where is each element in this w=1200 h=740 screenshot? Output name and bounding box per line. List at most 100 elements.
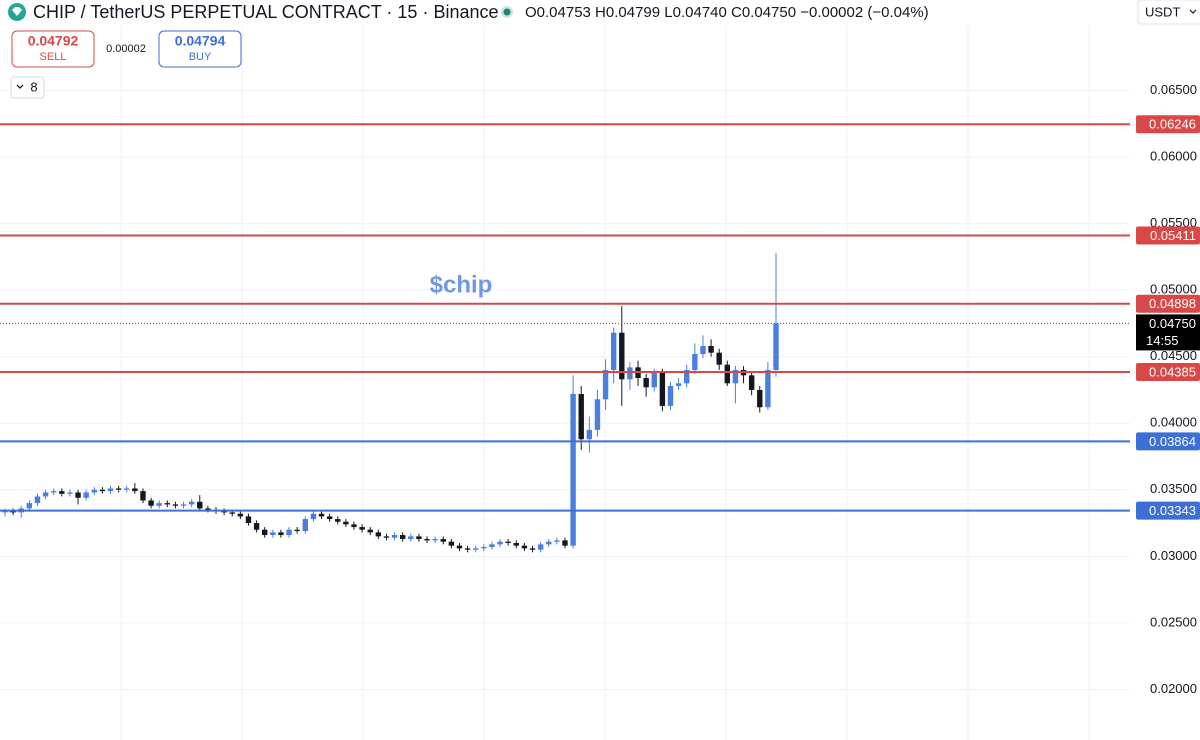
currency-button[interactable]	[1137, 0, 1200, 25]
level-label: 0.04385	[1149, 364, 1196, 379]
chart-title: CHIP / TetherUS PERPETUAL CONTRACT · 15 …	[33, 2, 499, 22]
currency[interactable]: USDT	[1145, 4, 1180, 19]
candle-body	[562, 540, 568, 546]
candle-body	[473, 548, 479, 550]
level-label: 0.04898	[1149, 296, 1196, 311]
candle-body	[115, 488, 122, 490]
buy-price[interactable]: 0.04794	[175, 33, 226, 49]
candle-body	[335, 519, 341, 522]
candle-body	[302, 519, 308, 532]
sell-label[interactable]: SELL	[40, 51, 67, 63]
y-tick-label: 0.06500	[1150, 82, 1197, 97]
candle-body	[684, 370, 690, 384]
candle-body	[67, 492, 73, 494]
y-tick-label: 0.04000	[1150, 415, 1197, 430]
candle-body	[481, 547, 487, 549]
last-price-label: 0.04750	[1149, 316, 1196, 331]
candle-body	[708, 346, 714, 353]
buy-label[interactable]: BUY	[189, 51, 212, 63]
candle-body	[732, 370, 739, 384]
candle-body	[773, 323, 779, 370]
candle-body	[724, 364, 731, 384]
candle-body	[278, 532, 284, 536]
candle-body	[326, 516, 333, 520]
candle-body	[197, 501, 203, 509]
level-label: 0.03864	[1149, 434, 1196, 449]
candle-body	[318, 513, 325, 517]
candle-body	[748, 375, 755, 390]
candle-body	[546, 541, 552, 545]
candle-body	[610, 332, 617, 370]
candle-body	[700, 346, 706, 355]
candle-body	[464, 548, 471, 550]
candle-body	[164, 503, 171, 505]
candle-body	[521, 545, 528, 549]
y-tick-label: 0.06000	[1150, 148, 1197, 163]
candle-body	[140, 491, 146, 501]
candle-body	[716, 352, 722, 365]
y-tick-label: 0.03000	[1150, 548, 1197, 563]
level-label: 0.06246	[1149, 117, 1196, 132]
candle-body	[237, 513, 244, 517]
candle-body	[148, 500, 154, 506]
candle-body	[91, 489, 97, 493]
candle-body	[245, 516, 252, 524]
y-tick-label: 0.03500	[1150, 481, 1197, 496]
candle-body	[554, 540, 560, 542]
candle-body	[34, 496, 41, 504]
chevron	[1189, 9, 1197, 14]
candle-body	[416, 536, 422, 540]
candle-body	[675, 383, 682, 386]
candle-body	[765, 370, 771, 408]
candle-body	[537, 544, 544, 550]
status-dot	[503, 8, 511, 16]
candle-body	[156, 503, 162, 506]
level-label-box	[1136, 501, 1200, 520]
candle-body	[643, 377, 649, 388]
candle-body	[408, 536, 414, 540]
candle-body	[667, 385, 674, 406]
level-label-box	[1136, 294, 1200, 313]
candle-body	[294, 529, 300, 532]
y-tick-label: 0.02500	[1150, 614, 1197, 629]
candle-body	[286, 529, 292, 536]
candle-body	[59, 491, 65, 494]
chevron	[16, 84, 24, 89]
candle-body	[359, 527, 365, 530]
candle-body	[619, 332, 625, 380]
indicator-toggle[interactable]	[10, 76, 45, 99]
y-tick-label: 0.05000	[1150, 282, 1197, 297]
candle-body	[391, 535, 398, 538]
candle-body	[367, 529, 373, 533]
buy-button[interactable]	[158, 30, 242, 68]
candle-body	[440, 539, 446, 542]
candle-body	[26, 503, 33, 509]
ohlc-summary: O0.04753 H0.04799 L0.04740 C0.04750 −0.0…	[525, 4, 929, 21]
candle-body	[602, 370, 609, 400]
sell-price[interactable]: 0.04792	[28, 33, 79, 49]
candle-body	[221, 511, 227, 513]
candle-body	[188, 501, 195, 505]
candle-body	[310, 513, 317, 520]
level-label-box	[1136, 362, 1200, 381]
candle-body	[505, 541, 511, 544]
candle-body	[75, 492, 81, 498]
level-label: 0.05411	[1150, 228, 1196, 243]
candle-body	[757, 389, 763, 408]
candle-body	[497, 541, 503, 545]
candle-body	[172, 504, 179, 506]
indicator-count[interactable]: 8	[30, 79, 37, 94]
candle-body	[343, 521, 349, 525]
level-label-box	[1136, 432, 1200, 451]
candle-body	[2, 511, 8, 513]
candle-body	[513, 543, 519, 546]
candle-body	[83, 492, 89, 498]
candle-body	[124, 488, 130, 490]
annotation: $chip	[430, 271, 493, 298]
level-label-box	[1136, 226, 1200, 245]
candle-body	[570, 393, 576, 546]
sell-button[interactable]	[11, 30, 95, 68]
y-tick-label: 0.02000	[1150, 681, 1197, 696]
